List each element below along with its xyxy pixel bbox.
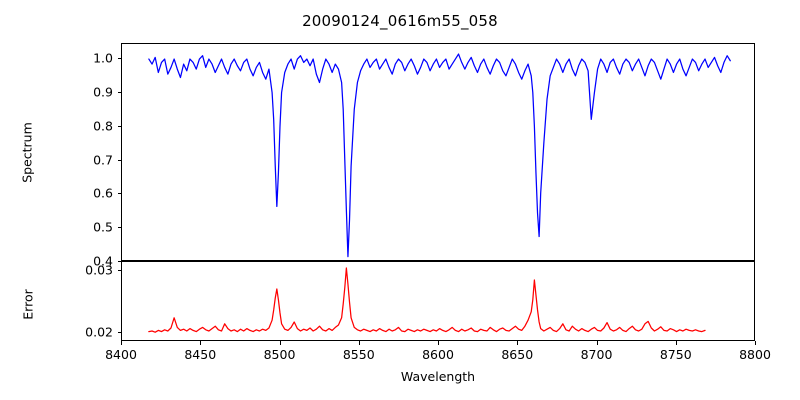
spectrum-y-tick-mark	[117, 193, 121, 195]
spectrum-y-tick-mark	[117, 92, 121, 94]
error-y-tick-mark	[117, 270, 121, 272]
x-tick: 8500	[263, 347, 296, 362]
x-tick-mark	[200, 341, 202, 345]
spectrum-y-tick: 0.7	[93, 152, 113, 168]
x-tick-mark	[438, 341, 440, 345]
x-tick-mark	[279, 341, 281, 345]
spectrum-y-tick-mark	[117, 159, 121, 161]
spectrum-y-tick-mark	[117, 261, 121, 263]
error-line-series	[122, 262, 754, 340]
error-y-tick: 0.03	[85, 262, 113, 278]
x-axis-label: Wavelength	[400, 369, 476, 384]
x-tick-mark	[596, 341, 598, 345]
spectrum-y-tick-mark	[117, 125, 121, 127]
x-tick: 8400	[105, 347, 137, 362]
x-tick: 8700	[580, 347, 613, 362]
error-y-tick: 0.02	[85, 324, 113, 340]
x-tick: 8650	[501, 347, 534, 362]
spectrum-y-tick: 0.8	[93, 118, 113, 134]
x-tick-mark	[358, 341, 360, 345]
spectrum-y-tick: 1.0	[93, 50, 113, 66]
x-tick-mark	[675, 341, 677, 345]
x-tick-mark	[121, 341, 123, 345]
spectrum-y-tick-mark	[117, 58, 121, 60]
spectrum-y-tick-mark	[117, 227, 121, 229]
spectrum-y-tick: 0.4	[93, 253, 113, 269]
x-tick-mark	[755, 341, 757, 345]
x-tick-mark	[517, 341, 519, 345]
x-tick: 8750	[659, 347, 692, 362]
page-title: 20090124_0616m55_058	[302, 12, 498, 30]
error-plot-area	[121, 261, 755, 341]
x-tick: 8800	[739, 347, 771, 362]
error-y-tick-mark	[117, 331, 121, 333]
spectrum-plot-area	[121, 43, 755, 261]
spectrum-y-tick: 0.6	[93, 185, 113, 201]
spectrum-y-tick: 0.5	[93, 219, 113, 235]
x-tick: 8550	[342, 347, 375, 362]
spectrum-y-tick: 0.9	[93, 84, 113, 100]
spectrum-line-series	[122, 44, 754, 260]
x-tick: 8450	[184, 347, 217, 362]
x-tick: 8600	[422, 347, 454, 362]
